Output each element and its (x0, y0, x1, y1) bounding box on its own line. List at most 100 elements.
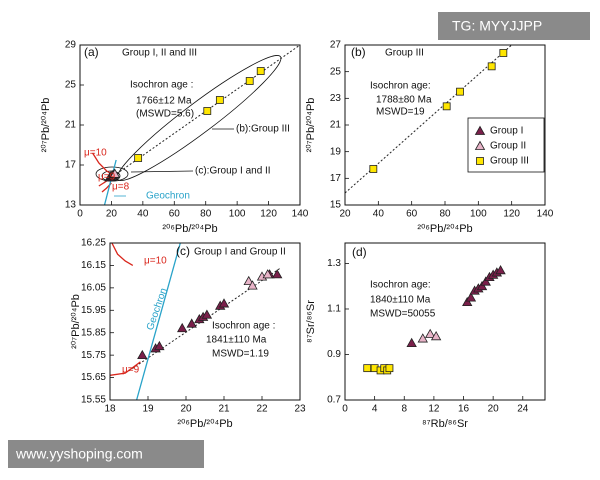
x-tick-label: 4 (372, 404, 378, 415)
y-tick-label: 16.15 (81, 260, 106, 271)
y-tick-label: 15.55 (81, 395, 106, 406)
annotation: MSWD=1.19 (212, 349, 269, 360)
point (262, 269, 273, 279)
x-tick-label: 24 (517, 404, 529, 415)
y-tick-label: 15.95 (81, 305, 106, 316)
annotation: 1841±110 Ma (206, 335, 267, 346)
point (154, 340, 165, 351)
plot-area (363, 264, 506, 375)
point (272, 269, 283, 279)
y-axis-label: ²⁰⁷Pb/²⁰⁴Pb (40, 98, 52, 153)
reference-label: μ=9 (98, 172, 116, 183)
point (218, 298, 230, 308)
point (425, 328, 436, 338)
y-tick-label: 25 (330, 66, 342, 77)
reference-line (110, 361, 141, 376)
reference-label: μ=8 (112, 182, 130, 193)
annotation: Isochron age : (130, 80, 193, 91)
x-axis-label: ²⁰⁶Pb/²⁰⁴Pb (177, 418, 232, 430)
plot-area (110, 243, 283, 400)
point (243, 275, 254, 286)
y-tick-label: 1.3 (327, 258, 341, 269)
point (177, 322, 188, 333)
point (109, 168, 121, 178)
x-tick-label: 120 (503, 209, 520, 220)
watermark: www.yyshoping.com (15, 446, 143, 462)
point (203, 107, 212, 115)
point (495, 264, 506, 275)
y-tick-label: 15.75 (81, 350, 106, 361)
point (462, 296, 473, 307)
isochron-line (128, 267, 282, 372)
watermark-bg (8, 440, 204, 468)
y-axis-label: ²⁰⁷Pb/²⁰⁴Pb (305, 98, 317, 153)
y-tick-label: 27 (330, 40, 342, 51)
point (215, 96, 224, 104)
watermark-bg (438, 12, 590, 40)
y-tick-label: 0.7 (327, 395, 341, 406)
point (186, 318, 197, 328)
x-axis-label: ⁸⁷Rb/⁸⁶Sr (422, 418, 468, 430)
x-axis-label: ²⁰⁶Pb/²⁰⁴Pb (162, 223, 217, 235)
panel-label: (d) (352, 245, 367, 259)
point (442, 102, 451, 111)
point (406, 337, 417, 348)
x-tick-label: 40 (137, 209, 149, 220)
point (417, 333, 428, 343)
y-tick-label: 17 (330, 173, 342, 184)
x-tick-label: 120 (260, 209, 277, 220)
panel-label: (a) (84, 45, 99, 59)
legend-marker (474, 125, 486, 135)
annotation: Isochron age : (212, 321, 275, 332)
annotation: MSWD=19 (376, 107, 425, 118)
annotation: Isochron age: (370, 280, 431, 291)
annotation: (c):Group I and II (195, 166, 271, 177)
reference-label: μ=10 (84, 148, 107, 159)
watermark: TG: MYYJJPP (452, 18, 542, 34)
x-tick-label: 100 (229, 209, 246, 220)
x-tick-label: 20 (106, 209, 118, 220)
reference-label: μ=10 (144, 256, 167, 267)
annotation: 1766±12 Ma (136, 96, 192, 107)
plot-frame (344, 44, 546, 206)
legend-marker (474, 140, 486, 150)
x-axis-label: ²⁰⁶Pb/²⁰⁴Pb (417, 223, 472, 235)
point (369, 165, 378, 173)
annotation: 1788±80 Ma (376, 95, 432, 106)
point (363, 364, 372, 373)
reference-label: Geochron (146, 191, 190, 202)
y-tick-label: 15 (330, 200, 342, 211)
panel-title: Group I, II and III (122, 48, 197, 59)
x-tick-label: 0 (77, 209, 83, 220)
point (430, 330, 442, 341)
legend-marker (476, 157, 484, 165)
y-tick-label: 15.85 (81, 327, 106, 338)
arrow (130, 170, 194, 173)
x-tick-label: 20 (488, 404, 500, 415)
x-tick-label: 140 (292, 209, 309, 220)
reference-line (111, 243, 134, 266)
point (137, 349, 148, 360)
x-tick-label: 80 (439, 209, 451, 220)
panel-title: Group I and Group II (194, 247, 286, 258)
annotation: (b):Group III (236, 124, 290, 135)
point (480, 276, 491, 286)
x-tick-label: 19 (142, 404, 154, 415)
y-tick-label: 1.1 (327, 304, 341, 315)
y-axis-label: ⁸⁷Sr/⁸⁶Sr (305, 300, 317, 343)
y-tick-label: 21 (330, 120, 342, 131)
legend-label: Group I (490, 126, 523, 137)
legend-label: Group III (490, 156, 529, 167)
legend-label: Group II (490, 141, 526, 152)
x-tick-label: 40 (373, 209, 385, 220)
x-tick-label: 18 (104, 404, 116, 415)
y-tick-label: 16.05 (81, 282, 106, 293)
point (476, 280, 488, 291)
point (385, 364, 394, 373)
annotation: (MSWD=5.6) (136, 109, 194, 120)
plot-frame (109, 242, 301, 401)
plot-frame (344, 242, 546, 401)
y-tick-label: 21 (65, 120, 77, 131)
point (487, 62, 496, 71)
